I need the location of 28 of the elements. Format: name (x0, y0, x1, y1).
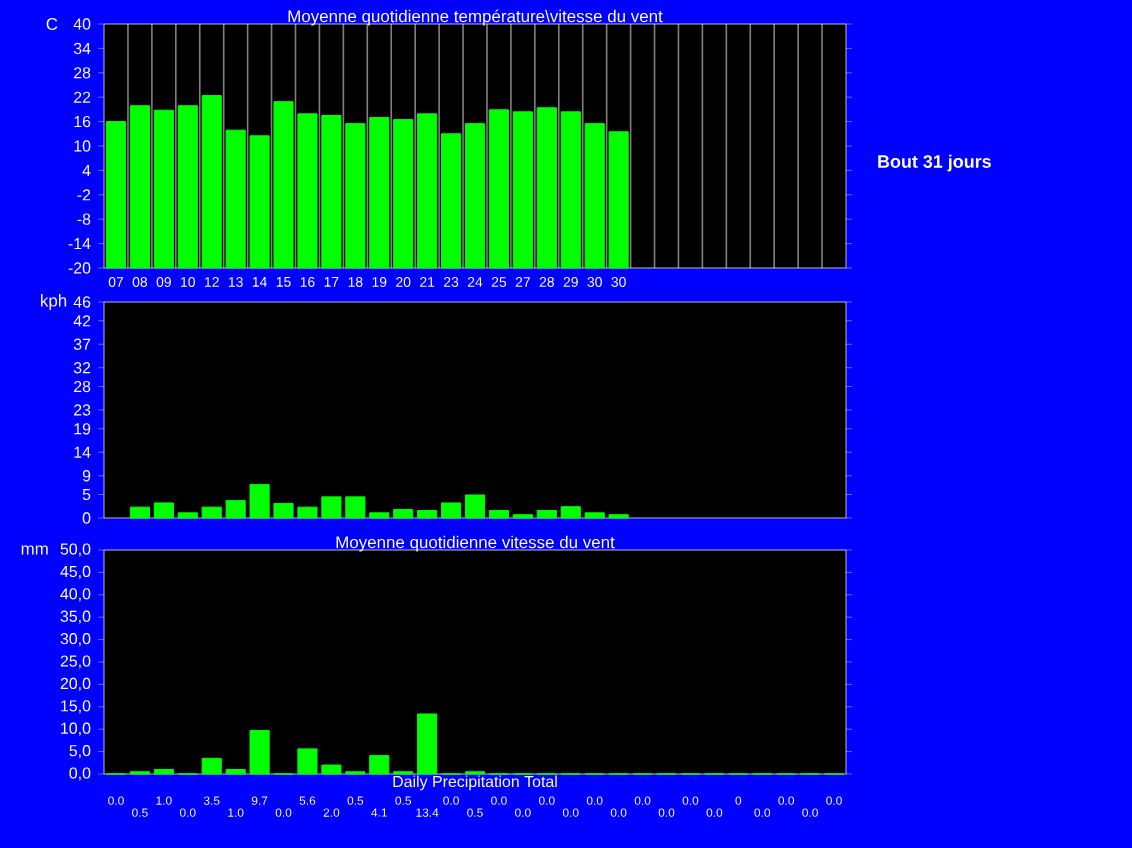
bar (393, 509, 414, 519)
bar (153, 502, 174, 519)
bar (536, 509, 557, 519)
bar (129, 105, 150, 269)
bar (488, 509, 510, 519)
bar (441, 502, 462, 519)
bar (105, 121, 127, 269)
chart-title: Moyenne quotidienne vitesse du vent (336, 535, 615, 552)
bar (153, 109, 174, 269)
bar (177, 512, 198, 519)
bar (153, 769, 174, 775)
bar (393, 119, 414, 269)
chart-title: Moyenne quotidienne température\vitesse du vent (288, 9, 663, 26)
bar (417, 113, 438, 269)
text: Bout 31 jours (878, 154, 991, 172)
y-axis-title: mm (21, 545, 48, 555)
bar (488, 109, 510, 269)
bar (536, 107, 557, 269)
y-axis-title: C (46, 18, 58, 30)
bar (177, 105, 198, 269)
bar (129, 506, 150, 519)
y-axis-title: kph (41, 294, 67, 310)
bar (417, 713, 438, 775)
bar (417, 509, 438, 519)
bar (512, 111, 533, 269)
bar (441, 133, 462, 269)
bar (464, 494, 486, 519)
bar (464, 123, 486, 269)
